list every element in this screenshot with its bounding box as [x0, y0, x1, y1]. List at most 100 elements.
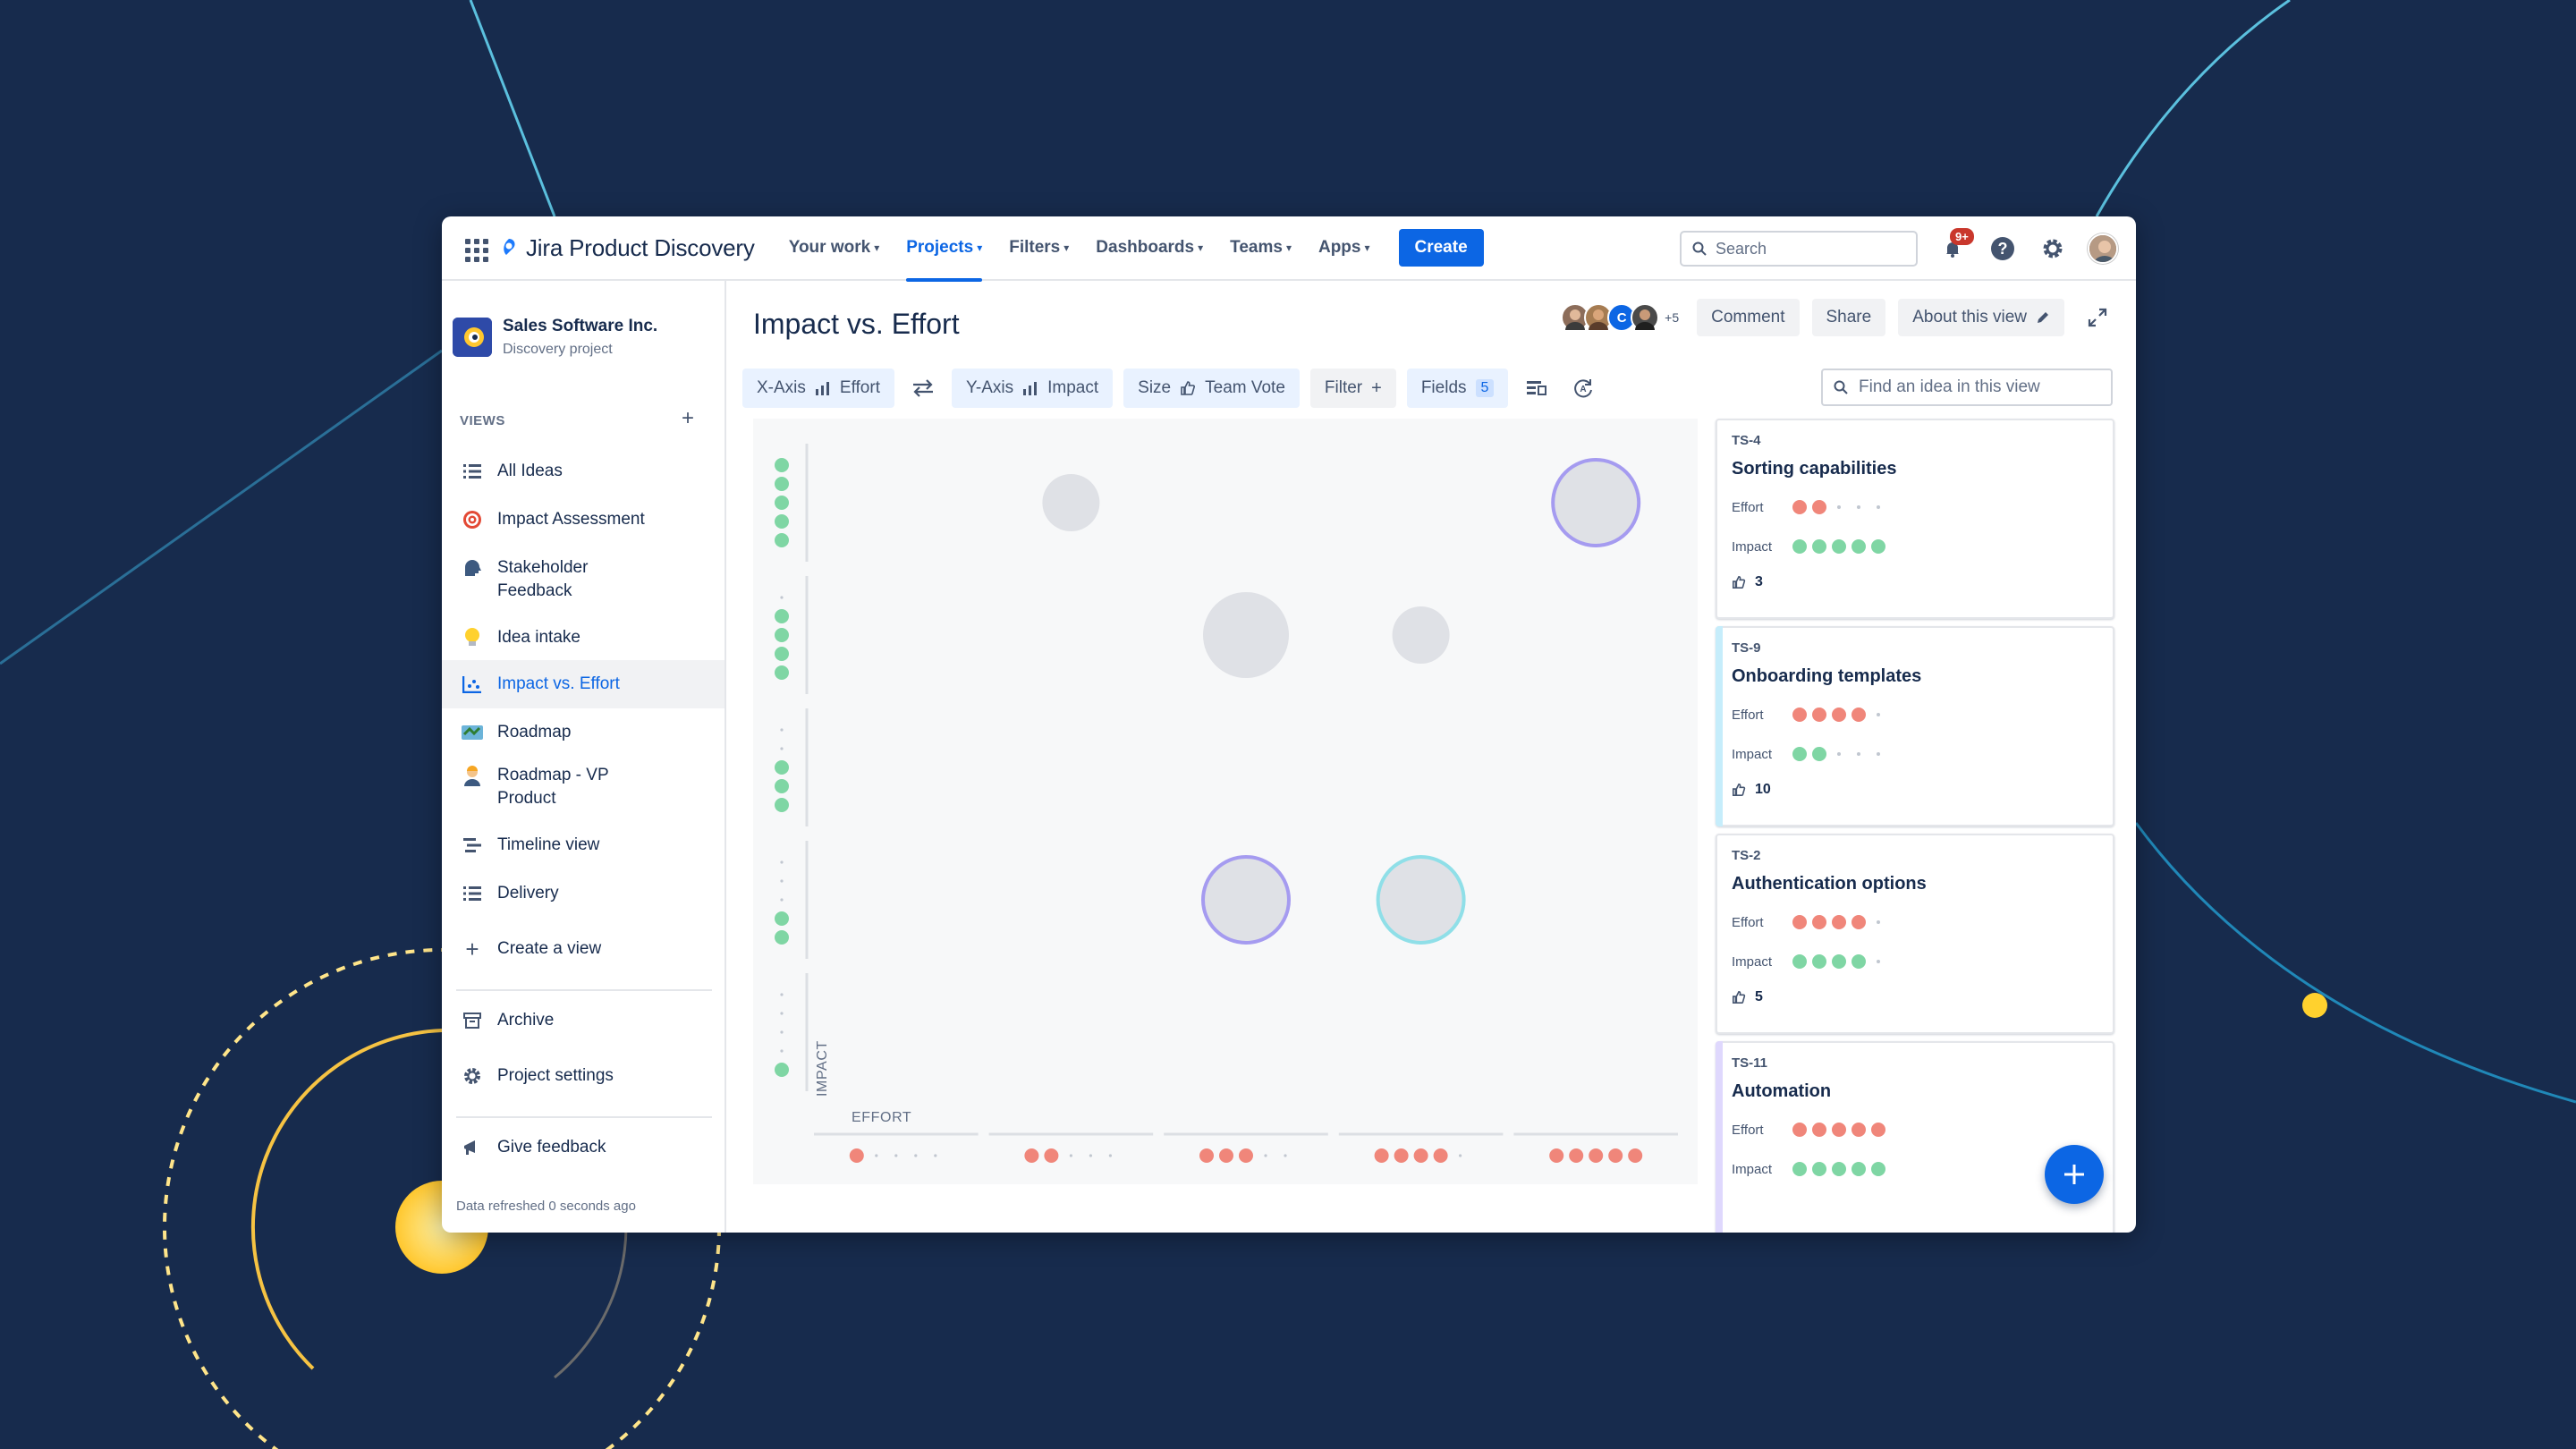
y-level-dot	[775, 798, 789, 812]
user-avatar[interactable]	[2088, 233, 2118, 264]
find-idea-placeholder: Find an idea in this view	[1859, 377, 2040, 396]
sidebar-item-roadmap-vp-product[interactable]: Roadmap - VP Product	[442, 764, 724, 810]
filter-label: Filter	[1324, 378, 1363, 397]
expand-button[interactable]	[2082, 302, 2113, 333]
impact-dot-filled	[1871, 539, 1885, 554]
impact-dot-empty	[1857, 752, 1860, 756]
effort-rating[interactable]	[1792, 1123, 1885, 1137]
scatter-chart-icon	[462, 673, 483, 696]
search-icon	[1834, 380, 1848, 394]
y-axis-selector[interactable]: Y-Axis Impact	[951, 369, 1114, 408]
idea-title: Authentication options	[1732, 874, 1927, 894]
effort-rating[interactable]	[1792, 500, 1885, 514]
sidebar-item-label: Stakeholder Feedback	[497, 558, 589, 600]
y-level-dot	[775, 477, 789, 491]
sidebar-item-all-ideas[interactable]: All Ideas	[442, 460, 724, 483]
size-selector[interactable]: Size Team Vote	[1123, 369, 1300, 408]
impact-rating[interactable]	[1792, 954, 1885, 969]
sidebar-item-timeline-view[interactable]: Timeline view	[442, 834, 724, 857]
idea-card[interactable]: TS-4 Sorting capabilities Effort Impact 3	[1716, 419, 2114, 619]
nav-filters-label: Filters	[1009, 238, 1061, 257]
sidebar-item-roadmap[interactable]: Roadmap	[442, 721, 724, 744]
impact-rating[interactable]	[1792, 1162, 1885, 1176]
bell-icon	[1946, 242, 1959, 258]
project-header[interactable]: Sales Software Inc. Discovery project	[453, 317, 657, 358]
add-view-icon[interactable]: +	[682, 406, 695, 430]
y-level-dot	[775, 496, 789, 510]
effort-rating[interactable]	[1792, 708, 1885, 722]
effort-dot-filled	[1852, 1123, 1866, 1137]
x-level-dot	[1413, 1148, 1428, 1163]
y-level-dot	[775, 930, 789, 945]
effort-field-row: Effort	[1732, 703, 2098, 726]
settings-button[interactable]	[2038, 233, 2068, 264]
sidebar-item-stakeholder-feedback[interactable]: Stakeholder Feedback	[442, 556, 724, 603]
impact-dot-empty	[1877, 960, 1880, 963]
size-value: Team Vote	[1205, 378, 1285, 397]
help-button[interactable]: ?	[1987, 233, 2018, 264]
swap-axes-button[interactable]	[905, 369, 941, 408]
card-layout-button[interactable]	[1519, 369, 1555, 408]
effort-dot-filled	[1832, 708, 1846, 722]
gear-icon	[462, 1064, 483, 1088]
fields-button[interactable]: Fields 5	[1406, 369, 1509, 408]
create-button[interactable]: Create	[1398, 229, 1484, 267]
idea-card[interactable]: TS-11 Automation Effort Impact	[1716, 1041, 2114, 1233]
nav-projects[interactable]: Projects ▾	[906, 216, 983, 282]
nav-your-work[interactable]: Your work ▾	[789, 216, 880, 280]
search-icon	[1692, 242, 1707, 256]
nav-dashboards[interactable]: Dashboards ▾	[1096, 216, 1203, 280]
collaborators-group[interactable]: C +5	[1561, 303, 1679, 332]
impact-field-row: Impact	[1732, 742, 2098, 766]
effort-label: Effort	[1732, 499, 1764, 515]
idea-bubble	[1392, 606, 1450, 664]
find-idea-input[interactable]: Find an idea in this view	[1821, 369, 2113, 406]
votes-count: 10	[1732, 782, 2098, 798]
top-navigation: Jira Product Discovery Your work ▾ Projec…	[442, 216, 2136, 282]
megaphone-icon	[462, 1136, 483, 1159]
y-level-placeholder-dot	[780, 596, 784, 599]
about-view-button[interactable]: About this view	[1898, 299, 2064, 336]
sidebar-item-impact-assessment[interactable]: Impact Assessment	[442, 508, 724, 531]
add-idea-button[interactable]	[2045, 1145, 2104, 1204]
nav-apps[interactable]: Apps ▾	[1318, 216, 1370, 280]
sidebar-item-impact-vs-effort[interactable]: Impact vs. Effort	[442, 660, 724, 708]
nav-filters[interactable]: Filters ▾	[1009, 216, 1069, 280]
map-icon	[462, 721, 483, 744]
idea-card[interactable]: TS-2 Authentication options Effort Impact 5	[1716, 834, 2114, 1034]
sidebar-item-delivery[interactable]: Delivery	[442, 882, 724, 905]
x-level-placeholder-dot	[894, 1154, 898, 1157]
product-logo[interactable]: Jira Product Discovery	[499, 234, 755, 262]
give-feedback-button[interactable]: Give feedback	[442, 1136, 724, 1159]
chevron-down-icon: ▾	[1063, 242, 1070, 254]
idea-title: Onboarding templates	[1732, 666, 1922, 686]
share-button[interactable]: Share	[1811, 299, 1886, 336]
sidebar-item-label: Roadmap - VP Product	[497, 766, 609, 808]
x-level-dot	[1549, 1148, 1564, 1163]
sidebar-item-archive[interactable]: Archive	[442, 1009, 724, 1032]
x-level-dot	[1199, 1148, 1214, 1163]
speaking-head-icon	[462, 556, 483, 580]
nav-teams[interactable]: Teams ▾	[1230, 216, 1292, 280]
y-axis-value: Impact	[1047, 378, 1099, 397]
x-axis-selector[interactable]: X-Axis Effort	[742, 369, 894, 408]
effort-dot-filled	[1832, 915, 1846, 929]
effort-rating[interactable]	[1792, 915, 1885, 929]
idea-card[interactable]: TS-9 Onboarding templates Effort Impact 10	[1716, 626, 2114, 826]
give-feedback-label: Give feedback	[497, 1138, 606, 1157]
impact-rating[interactable]	[1792, 747, 1885, 761]
sidebar-item-idea-intake[interactable]: Idea intake	[442, 626, 724, 649]
impact-rating[interactable]	[1792, 539, 1885, 554]
app-switcher-icon[interactable]	[460, 233, 488, 262]
effort-dot-filled	[1792, 500, 1807, 514]
comment-button[interactable]: Comment	[1697, 299, 1800, 336]
effort-dot-filled	[1832, 1123, 1846, 1137]
fields-count-badge: 5	[1475, 379, 1495, 397]
create-view-button[interactable]: + Create a view	[442, 937, 724, 961]
sidebar-item-project-settings[interactable]: Project settings	[442, 1064, 724, 1088]
global-search-input[interactable]: Search	[1680, 231, 1918, 267]
auto-arrange-button[interactable]: A	[1565, 369, 1601, 408]
filter-button[interactable]: Filter +	[1309, 369, 1396, 408]
notifications-button[interactable]: 9+	[1937, 228, 1974, 264]
y-level-placeholder-dot	[780, 879, 784, 883]
